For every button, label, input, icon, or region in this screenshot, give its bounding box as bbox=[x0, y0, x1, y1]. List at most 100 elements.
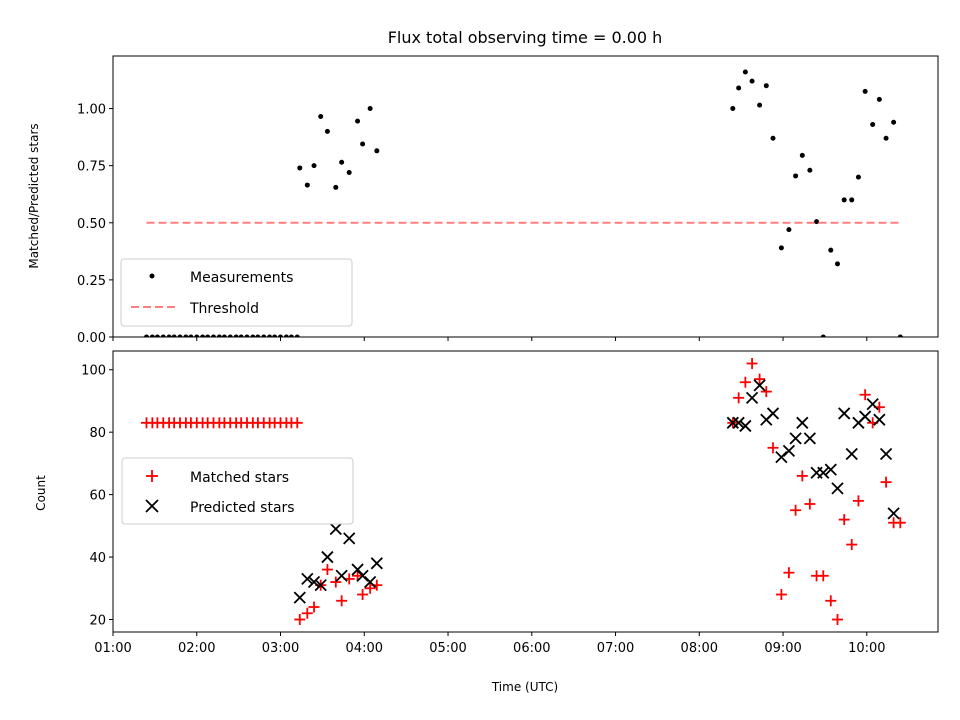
measurements-point bbox=[333, 184, 339, 190]
matched-stars-point bbox=[859, 389, 871, 401]
predicted-stars-point bbox=[293, 591, 306, 604]
measurements-point bbox=[883, 135, 889, 141]
measurements-point bbox=[177, 334, 183, 337]
matched-stars-point bbox=[294, 614, 306, 626]
x-tick-label: 07:00 bbox=[597, 641, 634, 656]
measurements-point bbox=[374, 148, 380, 154]
bottom-plot-area bbox=[141, 357, 906, 626]
predicted-stars-point bbox=[789, 432, 802, 445]
matched-stars-point bbox=[880, 476, 892, 488]
top-y-tick-label: 0.75 bbox=[77, 160, 106, 175]
measurements-point bbox=[233, 334, 239, 337]
predicted-stars-point bbox=[775, 451, 788, 464]
bottom-y-tick-label: 60 bbox=[89, 489, 106, 504]
measurements-point bbox=[828, 247, 834, 253]
matched-stars-point bbox=[767, 442, 779, 454]
measurements-point bbox=[304, 182, 310, 188]
matched-stars-point bbox=[846, 539, 858, 551]
measurements-point bbox=[820, 334, 826, 337]
top-y-ticks: 0.00 0.25 0.50 0.75 1.00 bbox=[77, 103, 113, 346]
measurements-point bbox=[267, 334, 273, 337]
x-tick-label: 09:00 bbox=[764, 641, 801, 656]
measurements-point bbox=[244, 334, 250, 337]
measurements-point bbox=[849, 197, 855, 203]
measurements-point bbox=[211, 334, 217, 337]
measurements-point bbox=[288, 334, 294, 337]
measurements-point bbox=[160, 334, 166, 337]
measurements-point bbox=[272, 334, 278, 337]
measurements-point bbox=[149, 334, 155, 337]
predicted-stars-point bbox=[732, 416, 745, 429]
top-y-tick-label: 0.00 bbox=[77, 331, 106, 346]
matched-stars-point bbox=[364, 582, 376, 594]
bottom-y-tick-label: 40 bbox=[89, 551, 106, 566]
predicted-stars-point bbox=[803, 432, 816, 445]
measurements-point bbox=[793, 173, 799, 179]
x-tick-label: 10:00 bbox=[848, 641, 885, 656]
top-legend-box bbox=[120, 258, 353, 327]
predicted-stars-point bbox=[845, 447, 858, 461]
matched-stars-point bbox=[894, 517, 906, 529]
bottom-y-tick-label: 80 bbox=[89, 426, 106, 441]
bottom-x-ticks: 01:00 02:00 03:00 04:00 05:00 06:00 07:00 08:00… bbox=[94, 632, 886, 656]
matched-stars-point bbox=[852, 495, 864, 507]
x-tick-label: 01:00 bbox=[94, 641, 131, 656]
bottom-y-ticks: 20 40 60 80 100 bbox=[81, 364, 113, 629]
matched-stars-point bbox=[760, 386, 772, 398]
matched-stars-point bbox=[796, 470, 808, 482]
measurements-point bbox=[144, 334, 150, 337]
predicted-stars-point bbox=[879, 447, 893, 461]
x-tick-label: 04:00 bbox=[346, 641, 383, 656]
predicted-stars-point bbox=[866, 397, 879, 411]
x-tick-label: 03:00 bbox=[262, 641, 299, 656]
measurements-point bbox=[318, 114, 324, 120]
matched-stars-point bbox=[831, 614, 843, 626]
x-tick-label: 05:00 bbox=[429, 641, 466, 656]
measurements-point bbox=[221, 334, 227, 337]
predicted-stars-point bbox=[796, 416, 809, 429]
predicted-stars-point bbox=[824, 463, 837, 476]
measurements-point bbox=[897, 334, 903, 337]
predicted-stars-point bbox=[739, 419, 752, 433]
predicted-stars-point bbox=[307, 575, 321, 589]
legend-measurements-label: Measurements bbox=[190, 270, 293, 286]
top-y-tick-label: 1.00 bbox=[77, 103, 106, 118]
bottom-legend: Matched stars Predicted stars bbox=[121, 457, 354, 525]
measurements-point bbox=[770, 135, 776, 141]
predicted-stars-point bbox=[745, 391, 759, 404]
measurements-point bbox=[188, 334, 194, 337]
legend-threshold-label: Threshold bbox=[189, 301, 259, 317]
matched-stars-point bbox=[733, 392, 745, 404]
predicted-stars-point bbox=[301, 572, 314, 586]
measurements-point bbox=[283, 334, 289, 337]
predicted-stars-point bbox=[838, 407, 851, 420]
matched-stars-point bbox=[336, 595, 348, 607]
measurements-point bbox=[255, 334, 261, 337]
measurements-point bbox=[339, 159, 345, 165]
measurements-point bbox=[278, 334, 284, 337]
predicted-stars-point bbox=[321, 550, 334, 564]
predicted-stars-point bbox=[335, 569, 348, 582]
bottom-axes-frame bbox=[112, 350, 939, 633]
measurements-point bbox=[297, 165, 303, 171]
measurements-point bbox=[238, 334, 244, 337]
measurements-point bbox=[171, 334, 177, 337]
bottom-y-axis-label: Count bbox=[34, 475, 48, 511]
x-tick-label: 08:00 bbox=[681, 641, 718, 656]
bottom-legend-box bbox=[121, 457, 354, 525]
x-tick-label: 02:00 bbox=[178, 641, 215, 656]
measurements-point bbox=[205, 334, 211, 337]
matched-stars-point bbox=[783, 567, 795, 579]
measurements-point bbox=[841, 197, 847, 203]
measurements-point bbox=[786, 227, 792, 233]
top-y-axis-label: Matched/Predicted stars bbox=[27, 123, 41, 268]
measurements-point bbox=[749, 78, 755, 84]
matched-stars-point bbox=[357, 589, 369, 601]
top-axes-frame bbox=[112, 55, 939, 338]
predicted-stars-point bbox=[363, 575, 377, 589]
measurements-point bbox=[194, 334, 200, 337]
measurements-point bbox=[778, 245, 784, 251]
measurements-point bbox=[736, 85, 742, 91]
